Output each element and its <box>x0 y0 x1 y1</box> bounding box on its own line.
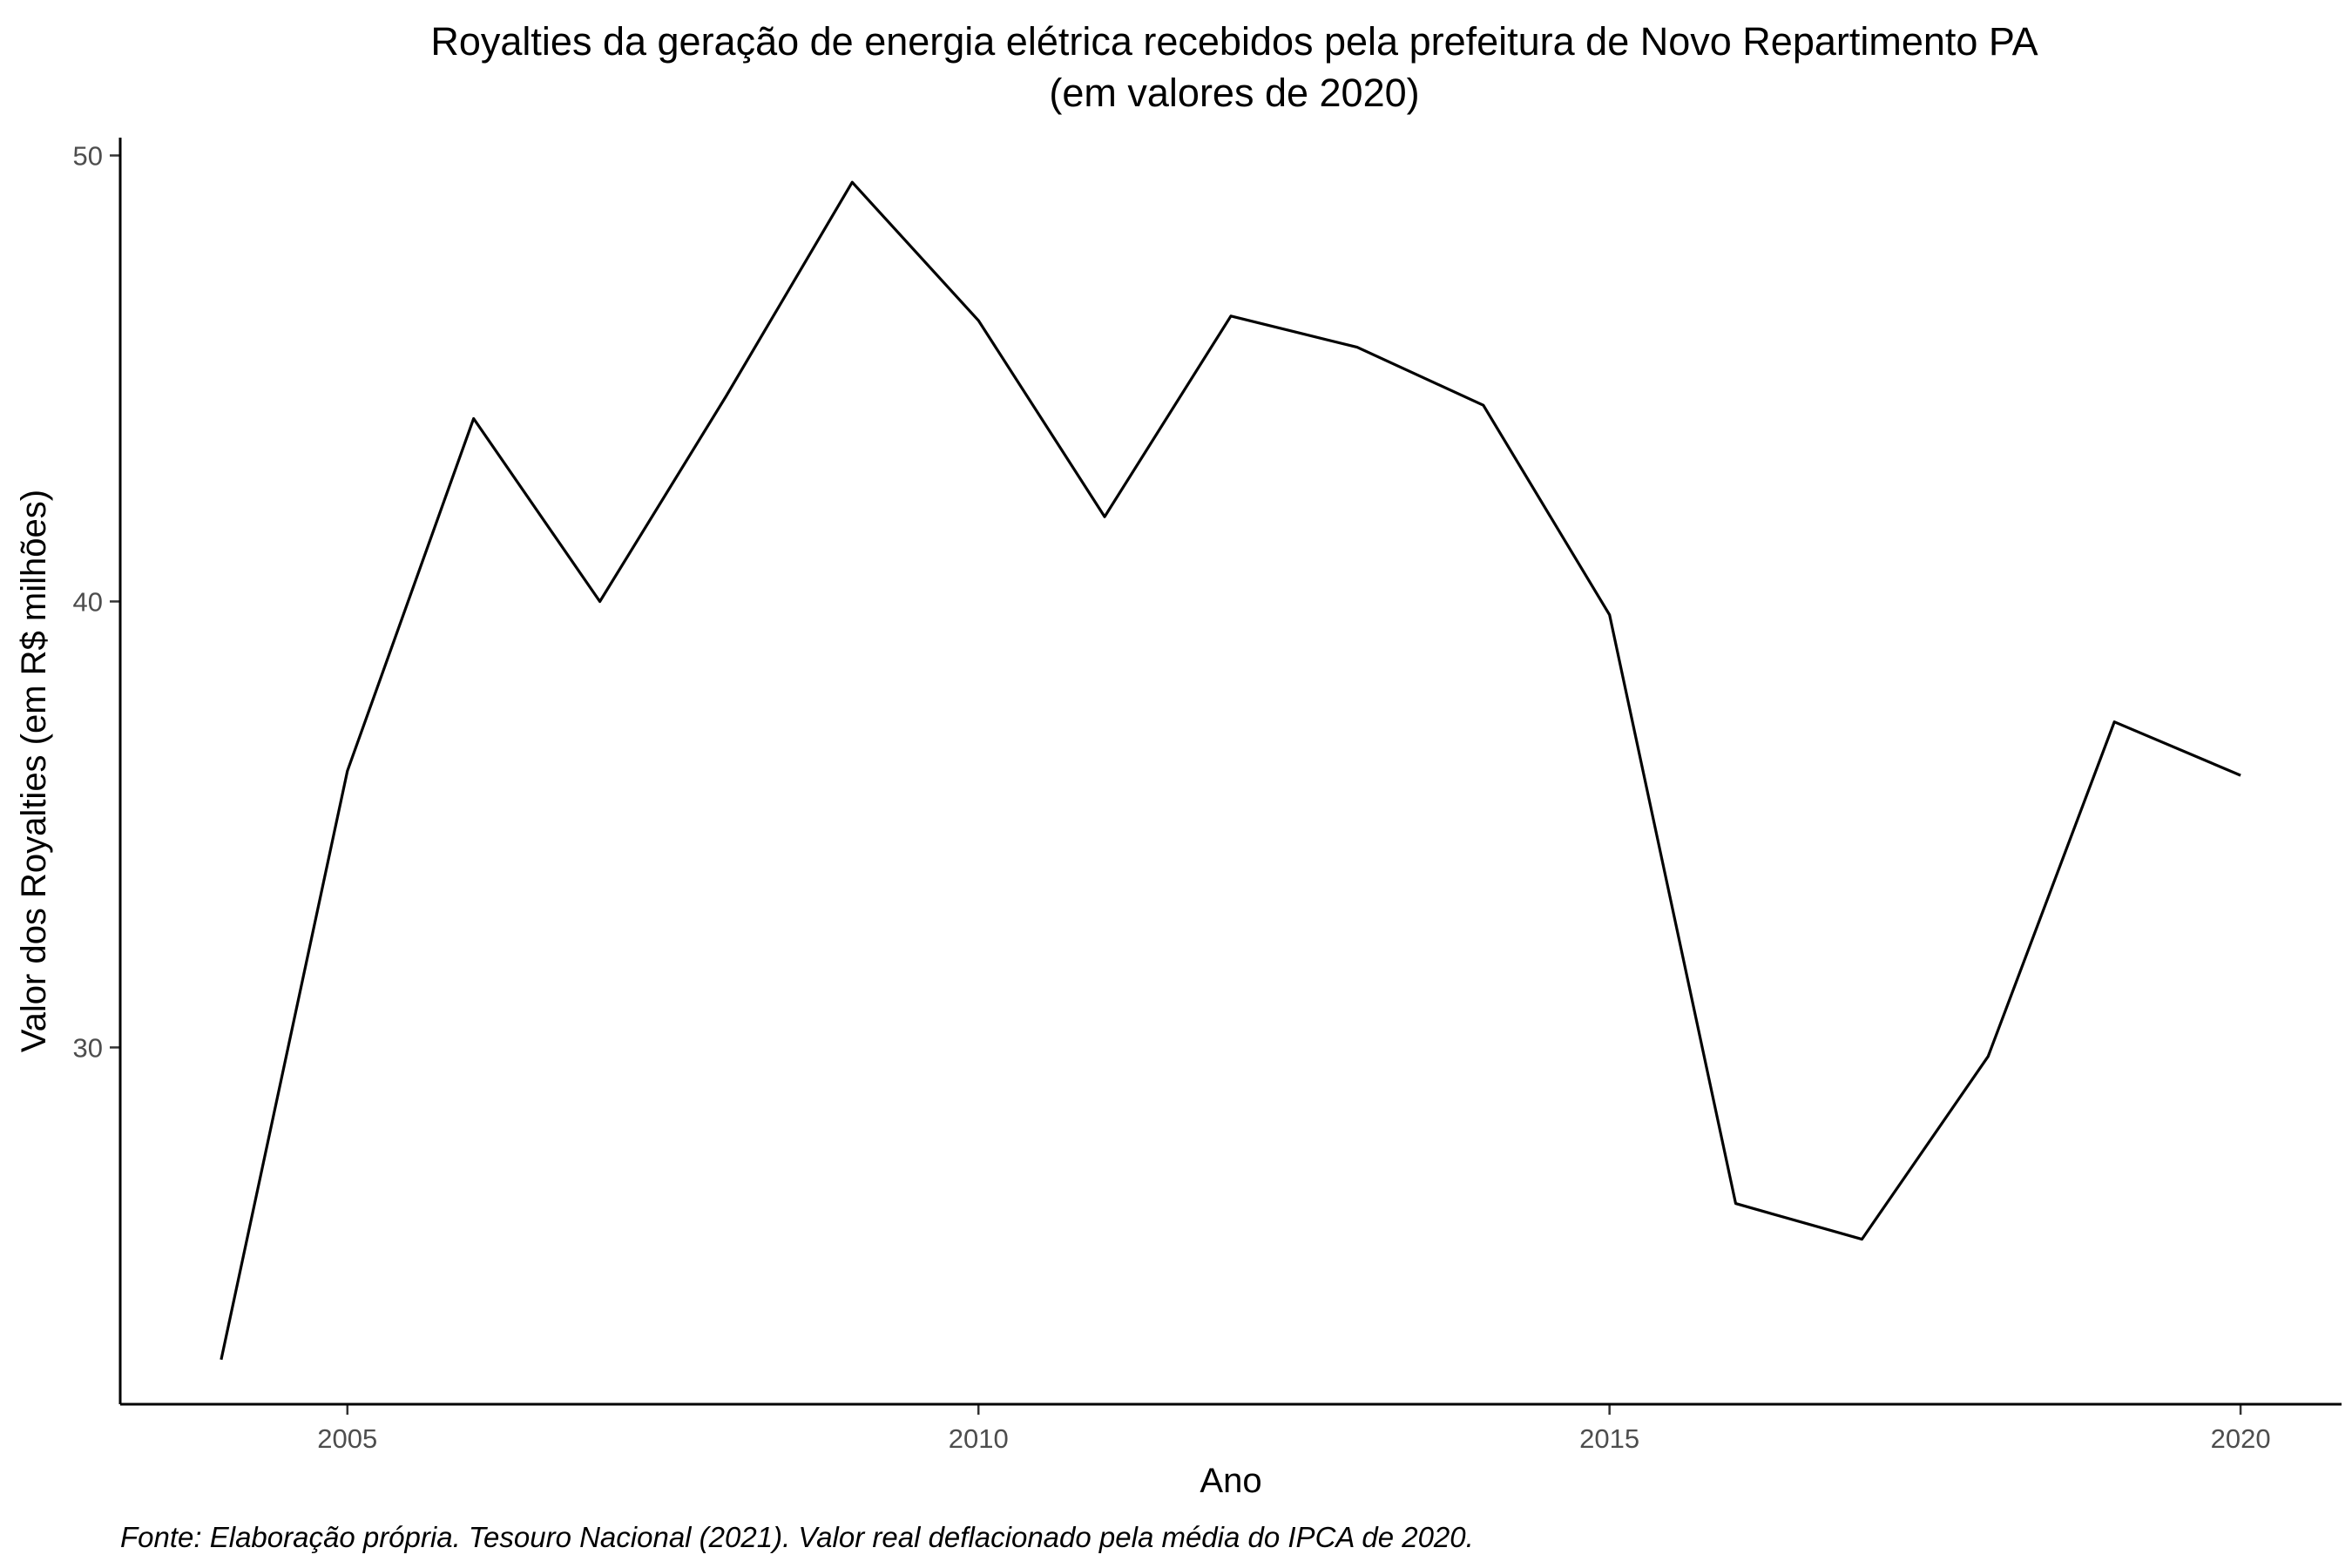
y-tick-label: 50 <box>73 140 103 171</box>
y-tick-label: 30 <box>73 1032 103 1063</box>
series-line <box>220 180 2241 1361</box>
chart-title: Royalties da geração de energia elétrica… <box>430 19 2038 64</box>
x-tick-label: 2015 <box>1579 1423 1639 1454</box>
y-tick-label: 40 <box>73 586 103 617</box>
x-tick-label: 2020 <box>2211 1423 2271 1454</box>
y-axis-ticks: 30 40 50 <box>73 140 120 1063</box>
y-axis-title: Valor dos Royalties (em R$ milhões) <box>15 490 53 1052</box>
x-axis-ticks: 2005 2010 2015 2020 <box>317 1404 2271 1454</box>
chart-caption: Fonte: Elaboração própria. Tesouro Nacio… <box>120 1521 1474 1553</box>
chart-subtitle: (em valores de 2020) <box>1049 71 1419 115</box>
x-axis-title: Ano <box>1200 1462 1261 1500</box>
x-tick-label: 2005 <box>317 1423 377 1454</box>
x-tick-label: 2010 <box>949 1423 1009 1454</box>
